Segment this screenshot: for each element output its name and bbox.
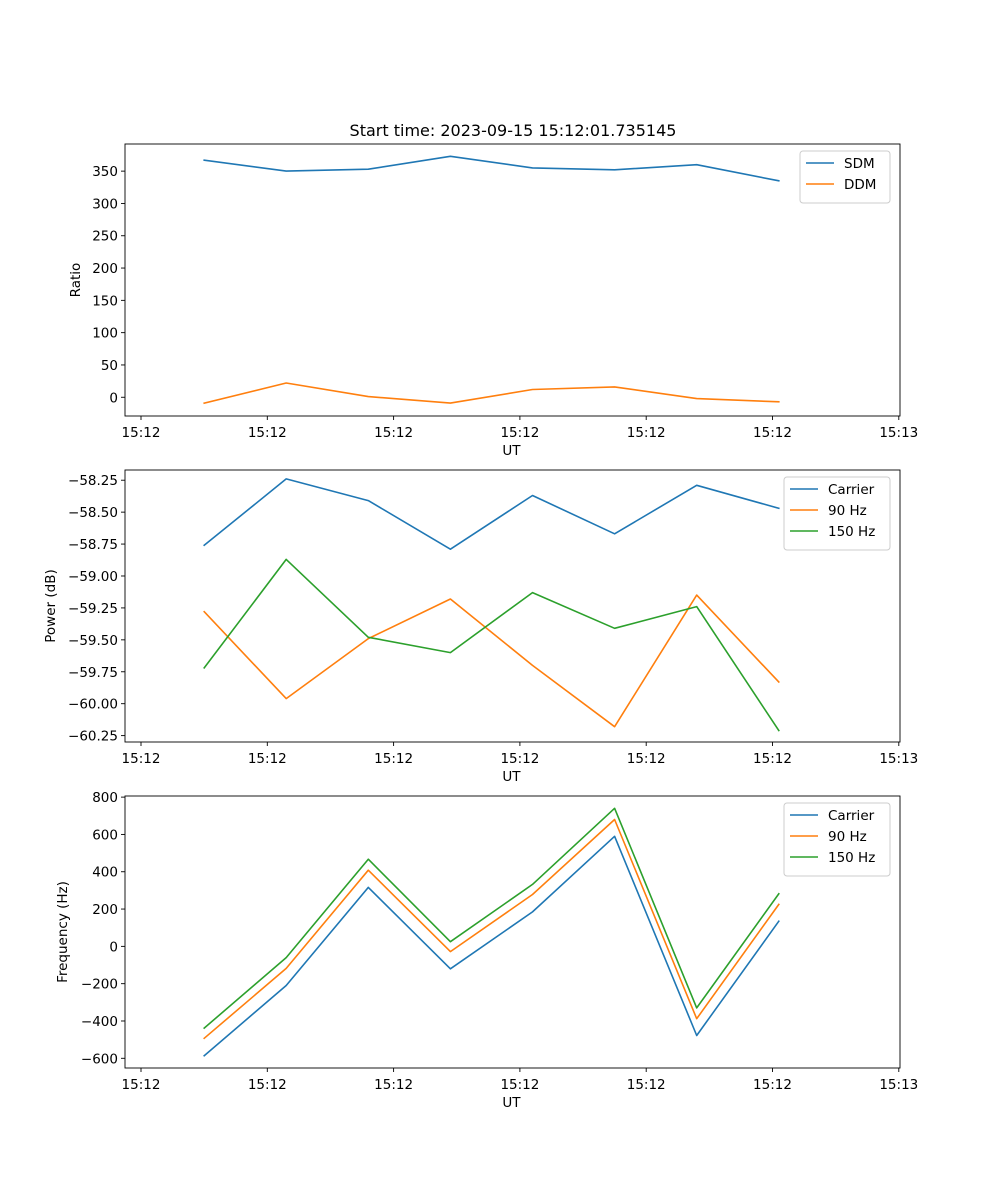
ratio-series-sdm-line [203,155,780,182]
power-y-tick-label: −58.25 [68,473,118,489]
power-y-tick-label: −60.25 [68,729,118,745]
power-series-carrier-line [203,478,780,551]
panel-frequency: −600 −400 −200 0 200 400 600 800 15:12 15:12 15:12… [55,790,918,1111]
frequency-legend-label: Carrier [828,808,875,824]
frequency-x-tick-label: 15:12 [122,1077,161,1093]
ratio-legend-box [799,150,891,204]
frequency-y-tick-label: 0 [109,939,118,955]
power-series-150-hz-line [203,558,780,732]
frequency-series-carrier-line [203,835,780,1057]
frequency-y-tick-label: 800 [92,790,118,806]
ratio-y-tick-label: 100 [92,326,118,342]
power-y-axis-label: Power (dB) [43,569,59,642]
ratio-x-tick-label: 15:12 [753,425,792,441]
power-legend-label: Carrier [828,482,875,498]
power-series-90-hz-line [203,594,780,728]
frequency-series-150-hz-line [203,807,780,1030]
power-y-tick-label: −58.75 [68,537,118,553]
power-plot-frame [124,469,901,743]
frequency-x-tick-label: 15:12 [627,1077,666,1093]
power-x-tick-label: 15:13 [879,751,918,767]
ratio-x-tick-label: 15:12 [248,425,287,441]
frequency-y-tick-label: −600 [81,1051,118,1067]
power-x-tick-label: 15:12 [374,751,413,767]
frequency-y-tick-label: 600 [92,827,118,843]
frequency-legend-label: 150 Hz [828,850,875,866]
frequency-x-axis-label: UT [502,1095,521,1111]
power-legend-label: 150 Hz [828,524,875,540]
ratio-y-axis-label: Ratio [68,263,84,298]
ratio-y-tick-label: 150 [92,293,118,309]
power-x-axis-label: UT [502,769,521,785]
frequency-y-tick-label: 200 [92,902,118,918]
figure-title: Start time: 2023-09-15 15:12:01.735145 [350,121,677,140]
ratio-x-axis-label: UT [502,443,521,459]
panel-power: −60.25 −60.00 −59.75 −59.50 −59.25 −59.00 −58.… [43,469,918,785]
power-x-tick-label: 15:12 [248,751,287,767]
frequency-x-tick-label: 15:12 [248,1077,287,1093]
power-y-tick-label: −59.00 [68,569,118,585]
frequency-y-axis-label: Frequency (Hz) [55,881,71,983]
ratio-series-ddm-line [203,382,780,405]
frequency-y-tick-label: 400 [92,865,118,881]
ratio-legend-label: DDM [844,177,876,193]
frequency-x-tick-label: 15:13 [879,1077,918,1093]
ratio-y-tick-label: 50 [101,358,118,374]
ratio-plot-frame [124,143,901,417]
frequency-x-tick-label: 15:12 [500,1077,539,1093]
ratio-y-tick-label: 300 [92,196,118,212]
frequency-series-90-hz-line [203,818,780,1040]
power-x-tick-label: 15:12 [627,751,666,767]
power-y-tick-label: −59.25 [68,601,118,617]
power-x-tick-label: 15:12 [753,751,792,767]
power-legend-label: 90 Hz [828,503,867,519]
power-y-tick-label: −60.00 [68,697,118,713]
power-y-tick-label: −59.75 [68,665,118,681]
ratio-y-tick-label: 0 [109,390,118,406]
frequency-y-tick-label: −400 [81,1014,118,1030]
frequency-x-tick-label: 15:12 [753,1077,792,1093]
power-x-tick-label: 15:12 [122,751,161,767]
frequency-plot-frame [124,795,901,1069]
ratio-x-tick-label: 15:12 [122,425,161,441]
frequency-y-tick-label: −200 [81,977,118,993]
ratio-x-tick-label: 15:12 [500,425,539,441]
power-y-tick-label: −59.50 [68,633,118,649]
ratio-y-tick-label: 250 [92,229,118,245]
ratio-x-tick-label: 15:13 [879,425,918,441]
frequency-x-tick-label: 15:12 [374,1077,413,1093]
power-y-tick-label: −58.50 [68,505,118,521]
ratio-y-tick-label: 200 [92,261,118,277]
ratio-x-tick-label: 15:12 [374,425,413,441]
ratio-y-tick-label: 350 [92,164,118,180]
frequency-legend-label: 90 Hz [828,829,867,845]
panel-ratio: 0 50 100 150 200 250 300 350 15:12 15:12 15:12 15:1… [68,143,918,459]
ratio-legend-label: SDM [844,156,875,172]
power-x-tick-label: 15:12 [500,751,539,767]
ratio-x-tick-label: 15:12 [627,425,666,441]
